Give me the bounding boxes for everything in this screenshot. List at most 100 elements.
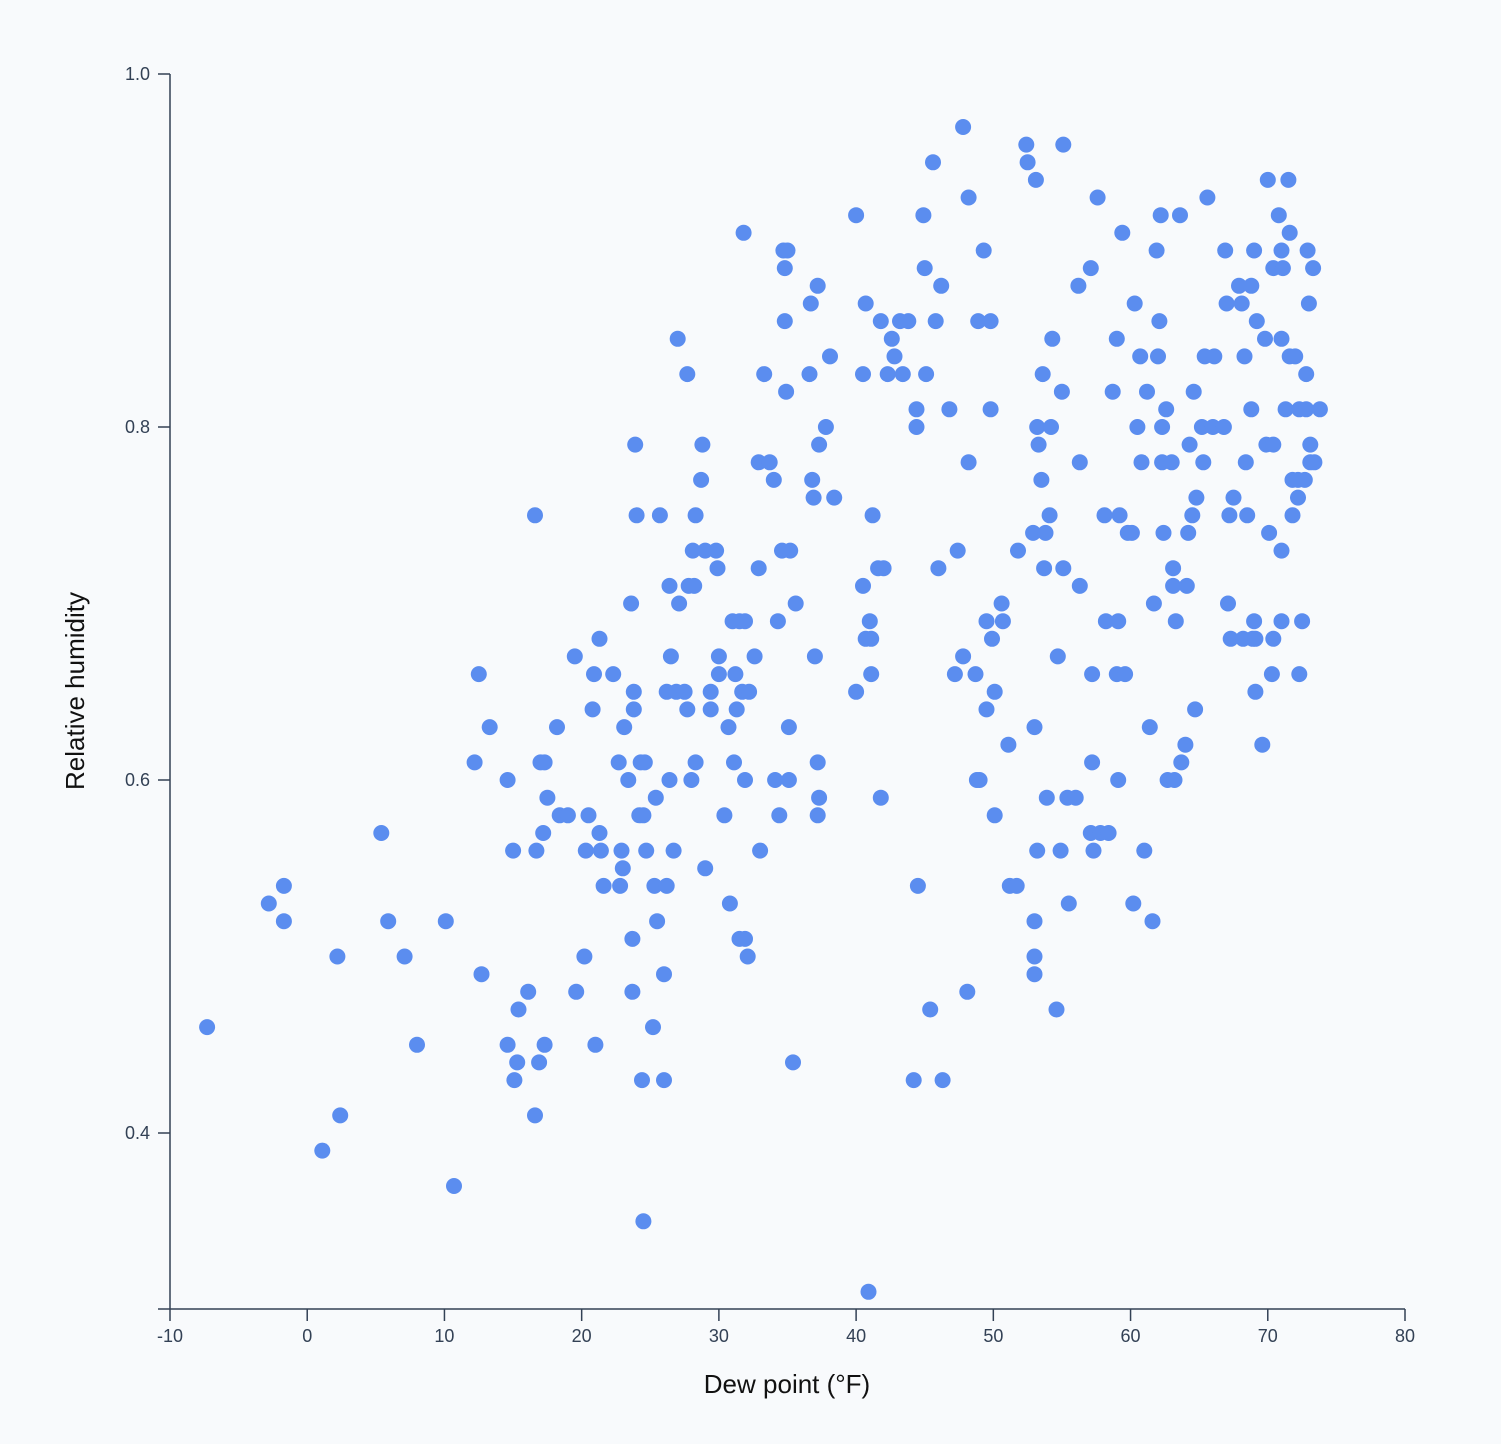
- data-point: [1026, 948, 1043, 965]
- data-point: [1291, 666, 1308, 683]
- data-point: [1195, 454, 1212, 471]
- data-point: [780, 719, 797, 736]
- data-point: [761, 454, 778, 471]
- x-tick-label: -10: [157, 1326, 183, 1346]
- data-point: [1206, 348, 1223, 365]
- data-point: [811, 789, 828, 806]
- data-point: [927, 313, 944, 330]
- data-point: [1165, 560, 1182, 577]
- data-point: [817, 419, 834, 435]
- data-point: [1254, 736, 1271, 753]
- data-point: [1243, 401, 1260, 418]
- data-point: [1126, 295, 1143, 312]
- data-point: [627, 436, 644, 453]
- data-point: [886, 348, 903, 365]
- data-point: [805, 489, 822, 506]
- data-point: [591, 630, 608, 647]
- data-point: [860, 1283, 877, 1300]
- data-point: [959, 983, 976, 1000]
- data-point: [1110, 772, 1127, 788]
- data-point: [1306, 454, 1323, 471]
- data-point: [1152, 207, 1169, 224]
- x-tick-label: 10: [434, 1326, 454, 1346]
- data-point: [1163, 454, 1180, 471]
- data-point: [651, 507, 668, 524]
- data-point: [1026, 966, 1043, 983]
- data-point: [1273, 242, 1290, 259]
- data-point: [559, 807, 576, 824]
- data-point: [1108, 330, 1125, 347]
- data-point: [894, 366, 911, 383]
- data-point: [638, 842, 655, 859]
- data-point: [687, 754, 704, 771]
- data-point: [605, 666, 622, 683]
- data-point: [1133, 454, 1150, 471]
- data-point: [1053, 383, 1070, 400]
- data-point: [1222, 630, 1239, 647]
- data-point: [975, 242, 992, 259]
- data-point: [1026, 913, 1043, 930]
- data-point: [765, 471, 782, 488]
- data-point: [656, 966, 672, 983]
- data-point: [1257, 330, 1273, 347]
- data-point: [855, 366, 871, 383]
- data-point: [933, 277, 950, 294]
- data-point: [741, 683, 758, 700]
- data-point: [329, 948, 346, 965]
- data-point: [679, 701, 696, 718]
- data-point: [776, 260, 793, 277]
- data-point: [396, 948, 413, 965]
- data-point: [721, 895, 738, 912]
- y-tick-label: 1.0: [125, 64, 150, 84]
- data-point: [1248, 313, 1265, 330]
- data-point: [1273, 613, 1290, 630]
- data-point: [520, 983, 537, 1000]
- data-point: [1302, 436, 1319, 453]
- data-point: [1247, 630, 1264, 647]
- data-point: [1215, 419, 1232, 435]
- data-point: [1281, 224, 1298, 241]
- data-point: [1055, 136, 1072, 153]
- data-point: [986, 807, 1003, 824]
- data-point: [679, 366, 696, 383]
- data-point: [1173, 754, 1190, 771]
- data-point: [737, 930, 753, 947]
- data-point: [848, 683, 865, 700]
- data-point: [984, 630, 1000, 647]
- data-point: [879, 366, 896, 383]
- data-point: [1296, 471, 1313, 488]
- data-point: [1148, 242, 1165, 259]
- data-point: [1265, 630, 1282, 647]
- data-point: [1071, 577, 1088, 594]
- data-point: [693, 471, 710, 488]
- data-point: [848, 207, 865, 224]
- data-point: [1239, 507, 1256, 524]
- data-point: [1151, 313, 1168, 330]
- data-point: [613, 842, 630, 859]
- data-point: [1193, 419, 1210, 435]
- data-point: [612, 877, 629, 894]
- data-point: [694, 436, 711, 453]
- data-point: [1204, 419, 1221, 435]
- data-point: [737, 772, 753, 788]
- data-point: [528, 842, 545, 859]
- data-point: [1231, 277, 1247, 294]
- data-point: [687, 507, 704, 524]
- data-point: [1144, 913, 1161, 930]
- data-point: [1300, 295, 1317, 312]
- data-point: [1270, 207, 1287, 224]
- data-point: [909, 877, 926, 894]
- data-point: [720, 719, 737, 736]
- data-point: [466, 754, 483, 771]
- data-point: [591, 825, 608, 841]
- data-point: [946, 666, 963, 683]
- data-point: [716, 807, 733, 824]
- data-point: [702, 701, 719, 718]
- data-point: [1236, 348, 1253, 365]
- data-point: [750, 454, 767, 471]
- data-point: [918, 366, 935, 383]
- data-point: [1026, 719, 1043, 736]
- data-point: [1132, 348, 1149, 365]
- data-point: [955, 119, 972, 135]
- data-point: [1010, 542, 1026, 559]
